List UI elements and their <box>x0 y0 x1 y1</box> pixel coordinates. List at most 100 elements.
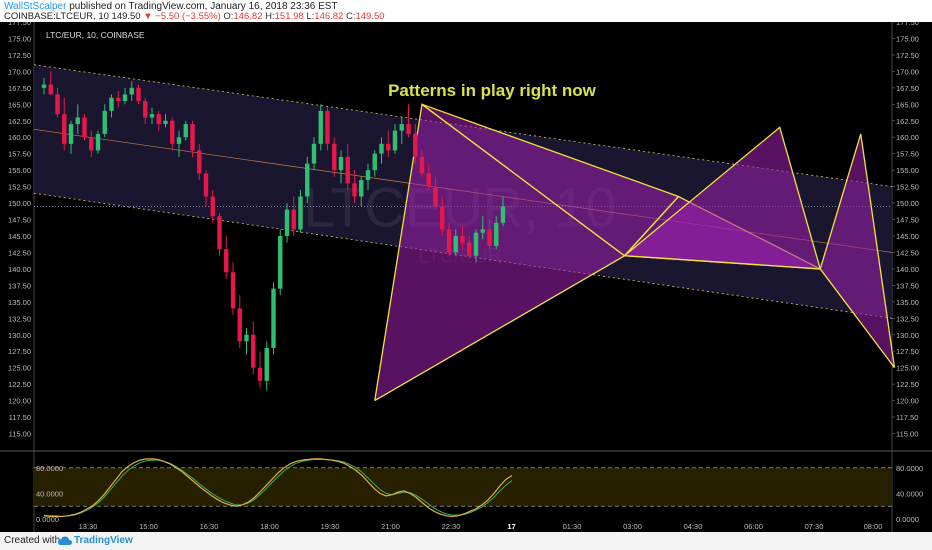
stoch-tick-left: 0.0000 <box>36 515 59 524</box>
candle-body <box>237 308 242 342</box>
price-tick-right: 165.00 <box>896 100 919 109</box>
candle-body <box>359 180 364 197</box>
candle-body <box>305 163 310 197</box>
low-value: 146.82 <box>314 11 344 22</box>
pattern-2-chord <box>421 103 625 257</box>
candle-body <box>311 143 317 164</box>
tradingview-brand-link[interactable]: TradingView <box>74 535 133 546</box>
candle-body <box>500 206 506 223</box>
candle-body <box>298 196 303 230</box>
open-value: 146.82 <box>233 11 263 22</box>
candle-body <box>210 196 215 217</box>
candle-body <box>480 229 485 233</box>
candle-body <box>143 101 148 118</box>
price-tick-right: 135.00 <box>896 298 919 307</box>
price-tick-left: 117.50 <box>9 413 31 422</box>
pattern-1-chord <box>819 268 896 369</box>
candle-body <box>95 133 101 151</box>
stoch-tick-left: 80.0000 <box>36 464 63 473</box>
candle-body <box>48 84 53 95</box>
candle-body <box>82 117 87 138</box>
candle-body <box>224 249 229 273</box>
time-tick: 04:30 <box>684 522 703 531</box>
price-tick-right: 150.00 <box>896 199 919 208</box>
price-tick-left: 137.50 <box>8 281 31 290</box>
price-tick-left: 130.00 <box>8 331 31 340</box>
time-tick: 18:00 <box>260 522 279 531</box>
price-tick-right: 157.50 <box>896 150 919 159</box>
price-tick-left: 132.50 <box>8 314 31 323</box>
price-tick-right: 145.00 <box>896 232 919 241</box>
time-tick: 21:00 <box>381 522 400 531</box>
chart-annotation: Patterns in play right now <box>388 81 597 100</box>
price-tick-left: 152.50 <box>8 183 31 192</box>
price-tick-left: 127.50 <box>8 347 31 356</box>
candle-body <box>453 236 458 253</box>
price-chart[interactable]: LTCEUR, 10LTC/EUR115.00115.00117.50117.5… <box>0 22 932 532</box>
price-tick-left: 135.00 <box>8 298 31 307</box>
candle-body <box>68 124 74 144</box>
low-label: L: <box>306 11 315 22</box>
price-tick-left: 140.00 <box>8 265 31 274</box>
price-tick-left: 147.50 <box>8 216 31 225</box>
price-tick-right: 132.50 <box>896 314 919 323</box>
pattern-2-chord <box>624 255 821 270</box>
high-label: H: <box>265 11 275 22</box>
price-tick-right: 125.00 <box>896 364 919 373</box>
candle-body <box>41 84 47 88</box>
time-tick: 17 <box>507 522 515 531</box>
candle-body <box>116 97 121 102</box>
price-tick-left: 167.50 <box>8 84 31 93</box>
price-tick-right: 162.50 <box>896 117 919 126</box>
price-tick-right: 152.50 <box>896 183 919 192</box>
candle-body <box>399 124 404 131</box>
pattern-2-triangle <box>624 127 821 269</box>
price-tick-left: 122.50 <box>8 380 31 389</box>
price-tick-left: 175.00 <box>8 34 31 43</box>
candle-body <box>325 110 330 144</box>
stochastic-pane: 0.0000 0.0000 40.0000 40.0000 80.0000 80.0000 <box>34 458 923 524</box>
time-tick: 01:30 <box>563 522 582 531</box>
price-tick-right: 122.50 <box>896 380 919 389</box>
price-tick-left: 160.00 <box>8 133 31 142</box>
price-tick-left: 172.50 <box>8 51 31 60</box>
stoch-d-line <box>43 458 513 517</box>
candle-body <box>244 334 249 342</box>
candle-body <box>413 133 418 157</box>
price-change: ▼ −5.50 (−3.55%) <box>143 11 221 22</box>
time-tick: 19:30 <box>321 522 340 531</box>
pattern-1-triangle <box>374 104 625 401</box>
candle-body <box>251 334 256 368</box>
price-tick-right: 172.50 <box>896 51 919 60</box>
stoch-band <box>34 467 892 507</box>
candle-body <box>352 183 357 197</box>
price-tick-right: 177.50 <box>896 22 919 27</box>
price-tick-right: 115.00 <box>896 430 918 439</box>
time-tick: 13:30 <box>79 522 98 531</box>
candle-body <box>291 209 296 230</box>
published-text: published on TradingView.com, January 16… <box>69 1 338 12</box>
candle-body <box>332 143 337 171</box>
author-link[interactable]: WallStScalper <box>4 1 67 12</box>
candle-body <box>89 137 94 151</box>
chart-area[interactable]: LTCEUR, 10LTC/EUR115.00115.00117.50117.5… <box>0 22 932 532</box>
time-tick: 08:00 <box>864 522 883 531</box>
candle-body <box>446 229 452 253</box>
price-tick-left: 125.00 <box>8 364 31 373</box>
price-tick-left: 145.00 <box>8 232 31 241</box>
price-tick-right: 140.00 <box>896 265 919 274</box>
candle-body <box>284 209 290 236</box>
price-tick-left: 142.50 <box>8 248 31 257</box>
price-tick-right: 137.50 <box>896 281 919 290</box>
price-tick-left: 177.50 <box>8 22 31 27</box>
candle-body <box>386 143 391 151</box>
price-tick-left: 155.00 <box>8 166 31 175</box>
time-tick: 07:30 <box>805 522 824 531</box>
price-tick-right: 117.50 <box>896 413 918 422</box>
price-tick-right: 175.00 <box>896 34 919 43</box>
time-axis: 13:30 15:00 16:30 18:00 19:30 21:00 22:30 17 01:… <box>79 522 883 531</box>
price-tick-right: 142.50 <box>896 248 919 257</box>
tradingview-cloud-icon <box>58 536 72 545</box>
candle-body <box>473 232 479 256</box>
chart-label: LTC/EUR, 10, COINBASE <box>46 30 145 40</box>
